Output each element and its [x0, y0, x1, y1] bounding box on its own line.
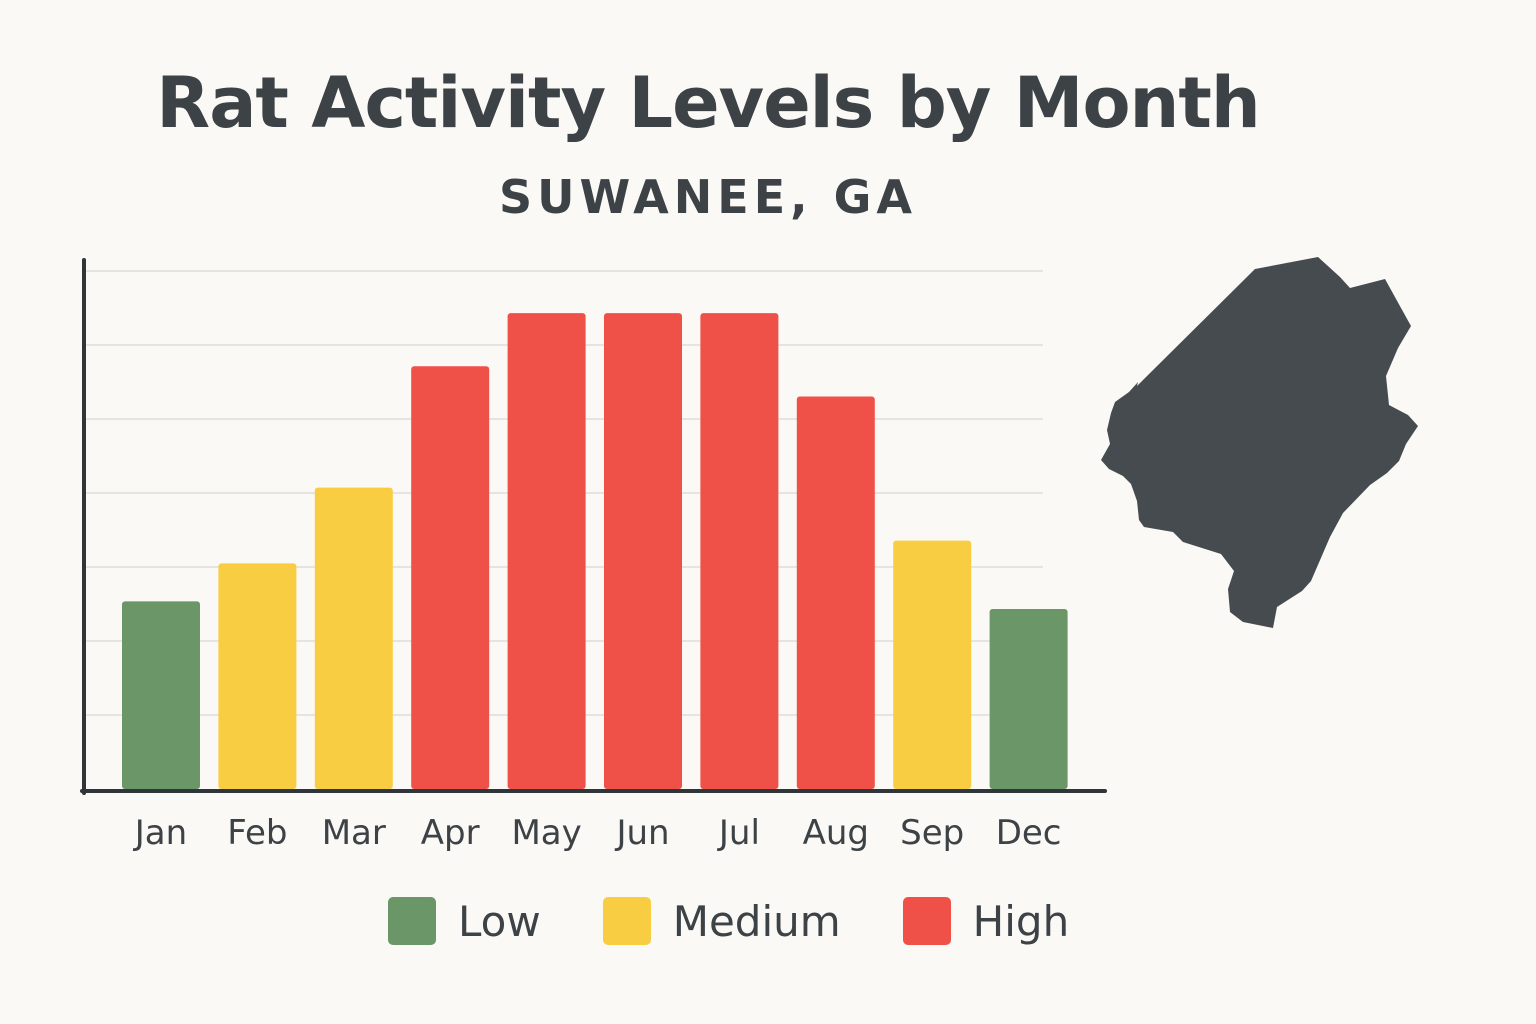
legend-label-low: Low	[458, 896, 541, 946]
county-silhouette-shape	[1101, 257, 1418, 628]
bars	[122, 313, 1068, 789]
x-tick-label-aug: Aug	[803, 813, 869, 853]
x-tick-label-sep: Sep	[900, 813, 964, 853]
x-tick-label-mar: Mar	[322, 813, 386, 853]
bar-sep	[893, 540, 972, 789]
legend-label-high: High	[972, 896, 1070, 946]
legend-swatch-low	[388, 897, 436, 945]
bar-jul	[700, 313, 779, 789]
axes	[80, 258, 1107, 795]
bar-feb	[218, 563, 297, 789]
bar-apr	[411, 366, 490, 789]
county-map-icon	[1101, 257, 1418, 628]
bar-mar	[314, 487, 393, 789]
x-tick-labels: Jan Feb Mar Apr May Jun Jul Aug Sep Dec	[133, 813, 1062, 853]
legend: Low Medium High	[388, 894, 1069, 948]
legend-label-medium: Medium	[672, 896, 841, 946]
bar-jun	[604, 313, 682, 789]
legend-item-high: High	[902, 896, 1070, 946]
legend-item-medium: Medium	[602, 896, 841, 946]
legend-item-low: Low	[388, 897, 541, 946]
bar-may	[507, 313, 586, 789]
x-tick-label-feb: Feb	[227, 813, 287, 853]
x-tick-label-dec: Dec	[996, 813, 1062, 853]
bar-aug	[796, 396, 875, 789]
x-tick-label-jan: Jan	[133, 813, 187, 853]
bar-jan	[122, 601, 200, 789]
bar-chart: Jan Feb Mar Apr May Jun Jul Aug Sep Dec	[80, 258, 1107, 853]
legend-swatch-medium	[602, 897, 651, 945]
chart-title: Rat Activity Levels by Month	[156, 62, 1260, 144]
legend-swatch-high	[902, 897, 951, 945]
x-tick-label-apr: Apr	[421, 813, 480, 853]
x-tick-label-jul: Jul	[717, 813, 760, 853]
bar-dec	[989, 608, 1068, 789]
chart-subtitle: SUWANEE, GA	[499, 170, 917, 224]
x-tick-label-may: May	[511, 813, 581, 853]
x-tick-label-jun: Jun	[614, 813, 669, 853]
